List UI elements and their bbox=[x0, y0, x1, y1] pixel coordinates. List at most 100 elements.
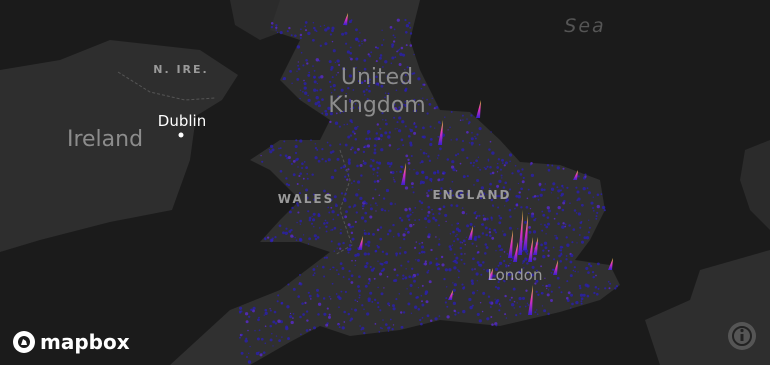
network-dot bbox=[283, 140, 286, 143]
network-dot bbox=[560, 253, 563, 256]
network-dot bbox=[408, 207, 411, 211]
network-dot bbox=[497, 158, 501, 161]
network-dot bbox=[463, 286, 466, 289]
network-dot bbox=[357, 289, 361, 293]
mapbox-logo[interactable]: mapbox bbox=[13, 330, 130, 354]
network-dot bbox=[297, 61, 299, 63]
network-dot bbox=[367, 244, 370, 247]
network-dot bbox=[511, 273, 514, 276]
network-dot bbox=[466, 118, 468, 120]
network-dot bbox=[485, 233, 488, 237]
network-dot bbox=[457, 276, 460, 279]
network-dot bbox=[398, 108, 402, 112]
network-dot bbox=[301, 184, 304, 187]
network-dot bbox=[452, 288, 456, 292]
network-dot bbox=[388, 326, 391, 329]
network-dot bbox=[358, 70, 360, 73]
network-dot bbox=[404, 100, 407, 103]
network-dot bbox=[438, 224, 440, 227]
network-dot bbox=[419, 318, 422, 322]
network-dot bbox=[389, 202, 393, 206]
network-dot bbox=[566, 296, 569, 300]
network-dot bbox=[365, 137, 368, 141]
network-dot bbox=[575, 300, 579, 305]
network-dot bbox=[275, 335, 278, 337]
network-dot bbox=[544, 183, 546, 185]
network-dot bbox=[350, 19, 353, 21]
info-button[interactable] bbox=[728, 322, 756, 350]
network-dot bbox=[318, 76, 321, 79]
network-dot bbox=[325, 256, 328, 259]
network-dot bbox=[499, 304, 502, 307]
network-dot bbox=[407, 302, 411, 306]
network-dot bbox=[287, 283, 290, 286]
network-dot bbox=[441, 133, 445, 137]
network-dot bbox=[563, 199, 566, 203]
network-dot bbox=[588, 262, 591, 266]
network-dot bbox=[324, 28, 328, 32]
network-dot bbox=[398, 293, 401, 295]
network-dot bbox=[298, 174, 301, 178]
network-dot bbox=[294, 236, 296, 239]
network-dot bbox=[455, 170, 458, 172]
network-dot bbox=[396, 108, 399, 111]
network-dot bbox=[279, 147, 282, 150]
network-dot bbox=[313, 226, 315, 228]
network-dot bbox=[329, 198, 333, 202]
network-dot bbox=[488, 188, 491, 190]
network-dot bbox=[385, 188, 390, 193]
spike bbox=[508, 230, 513, 258]
network-dot bbox=[449, 189, 453, 193]
network-dot bbox=[545, 225, 549, 229]
network-dot bbox=[375, 132, 379, 135]
network-dot bbox=[390, 62, 393, 65]
network-dot bbox=[373, 151, 377, 155]
network-dot bbox=[361, 304, 364, 307]
network-dot bbox=[375, 210, 377, 212]
network-dot bbox=[583, 236, 587, 240]
network-dot bbox=[472, 164, 475, 167]
network-dot bbox=[402, 311, 406, 314]
network-dot bbox=[277, 319, 281, 323]
network-dot bbox=[595, 215, 598, 218]
network-dot bbox=[402, 53, 406, 57]
network-dot bbox=[393, 236, 395, 238]
network-dot bbox=[260, 154, 262, 157]
network-dot bbox=[406, 214, 410, 218]
network-dot bbox=[299, 36, 302, 40]
network-dot bbox=[475, 210, 477, 213]
network-dot bbox=[340, 290, 343, 293]
network-dot bbox=[245, 320, 249, 324]
network-dot bbox=[403, 237, 406, 241]
network-dot bbox=[349, 134, 353, 137]
network-dot bbox=[306, 173, 309, 175]
network-dot bbox=[509, 188, 512, 191]
network-dot bbox=[494, 231, 498, 234]
network-dot bbox=[475, 159, 478, 163]
network-dot bbox=[368, 85, 371, 88]
dublin-dot bbox=[178, 132, 184, 138]
network-dot bbox=[506, 198, 510, 202]
network-dot bbox=[367, 297, 371, 301]
network-dot bbox=[382, 119, 384, 121]
network-dot bbox=[289, 315, 293, 319]
network-dot bbox=[408, 21, 411, 25]
network-dot bbox=[457, 153, 460, 155]
england-label: ENGLAND bbox=[432, 188, 511, 202]
network-dot bbox=[573, 209, 577, 212]
network-dot bbox=[456, 233, 458, 236]
network-dot bbox=[336, 213, 340, 217]
network-dot bbox=[310, 139, 312, 141]
network-dot bbox=[392, 223, 395, 227]
network-dot bbox=[470, 141, 474, 145]
network-dot bbox=[297, 166, 299, 168]
network-dot bbox=[329, 144, 332, 147]
network-dot bbox=[404, 227, 408, 231]
network-dot bbox=[487, 159, 490, 162]
network-dot bbox=[532, 230, 537, 234]
network-dot bbox=[296, 157, 299, 161]
network-dot bbox=[361, 204, 365, 208]
network-dot bbox=[354, 103, 357, 105]
network-dot bbox=[415, 171, 419, 175]
network-dot bbox=[323, 24, 325, 27]
